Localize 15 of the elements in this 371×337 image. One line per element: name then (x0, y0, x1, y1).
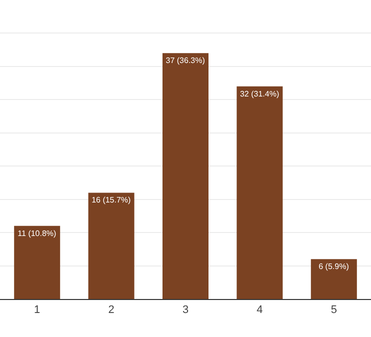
data-label: 11 (10.8%) (18, 228, 57, 238)
bar (14, 226, 60, 299)
data-label: 6 (5.9%) (318, 262, 350, 272)
x-tick-label: 3 (182, 304, 189, 316)
bar (162, 53, 208, 299)
bar (236, 86, 283, 299)
x-tick-label: 5 (330, 304, 337, 316)
data-label: 37 (36.3%) (166, 56, 206, 66)
data-label: 32 (31.4%) (240, 89, 280, 98)
x-tick-label: 2 (108, 304, 114, 316)
bar (88, 192, 134, 299)
x-tick-label: 1 (34, 304, 40, 316)
bar (310, 259, 357, 299)
x-tick-label: 4 (256, 304, 263, 316)
data-label: 16 (15.7%) (92, 196, 132, 205)
